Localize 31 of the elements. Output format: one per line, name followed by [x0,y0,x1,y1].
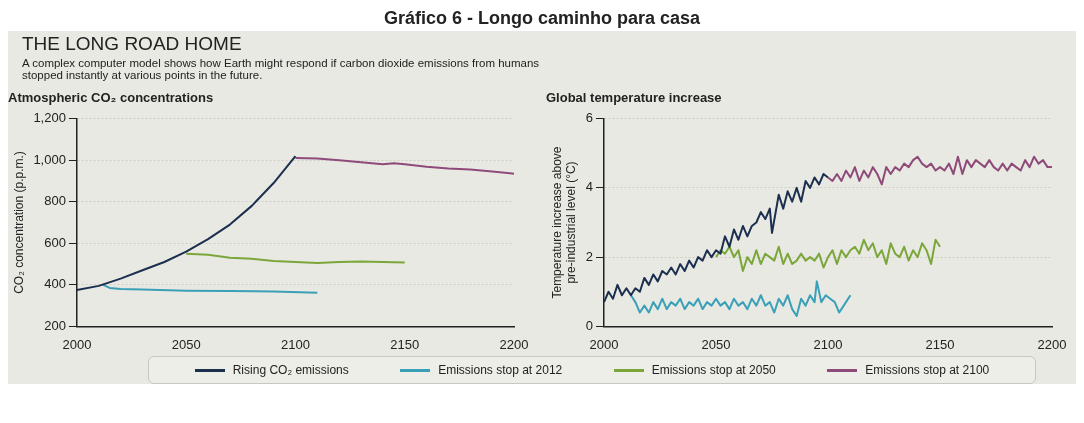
text: THE LONG ROAD HOME [21,32,243,55]
legend-label: Emissions stop at 2050 [651,363,776,377]
x-tick-label: 2150 [925,336,955,352]
x-tick-label: 2050 [701,336,731,352]
legend-label: Rising CO₂ emissions [232,363,349,377]
y-tick-label: 800 [44,193,66,209]
chart-title: Atmospheric CO₂ concentrations [8,90,214,106]
y-tick-label: 1,200 [33,110,66,126]
y-tick-label: 400 [44,276,66,292]
text: Gráfico 6 - Longo caminho para casa [8,8,1076,31]
x-tick-label: 2100 [813,336,843,352]
x-tick-label: 2000 [589,336,619,352]
x-tick-label: 2200 [499,336,529,352]
legend-label: Emissions stop at 2100 [865,363,990,377]
y-axis-title: Temperature increase above pre-industrial level (°C) [549,146,578,299]
y-tick-label: 600 [44,234,66,250]
x-tick-label: 2000 [62,336,92,352]
y-tick-label: 2 [585,248,594,264]
text: A complex computer model shows how Earth might respond if carbon dioxide emissions from humans stopped instantly at various points in the future. [21,56,541,81]
chart-title: Global temperature increase [546,90,722,106]
x-tick-label: 2150 [390,336,420,352]
y-axis-title: CO₂ concentration (p.p.m.) [11,151,26,294]
x-tick-label: 2200 [1037,336,1067,352]
x-tick-label: 2050 [171,336,201,352]
y-tick-label: 6 [585,110,594,126]
y-tick-label: 1,000 [33,151,66,167]
y-tick-label: 0 [585,317,594,333]
legend-label: Emissions stop at 2012 [438,363,563,377]
x-tick-label: 2100 [281,336,310,352]
y-tick-label: 4 [585,179,594,195]
y-tick-label: 200 [44,317,66,333]
